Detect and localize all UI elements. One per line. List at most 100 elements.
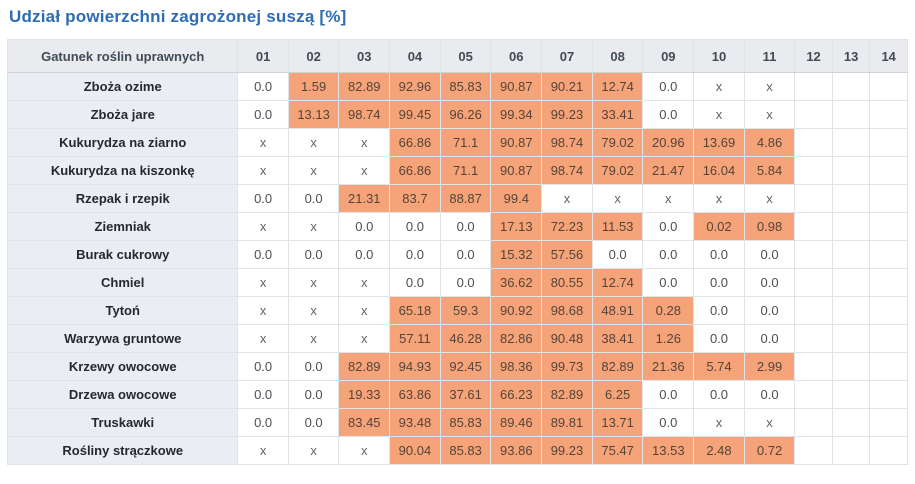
- value-cell: 0.0: [287, 380, 340, 409]
- value-cell: 82.89: [338, 72, 391, 101]
- value-cell: [869, 324, 908, 353]
- value-cell: 4.86: [743, 128, 796, 157]
- row-label-zbo-a-ozime: Zboża ozime: [6, 72, 239, 101]
- value-cell: 0.0: [439, 240, 492, 269]
- value-cell: 13.53: [642, 436, 695, 465]
- value-cell: 0.0: [237, 100, 289, 129]
- column-header-period: 09: [642, 39, 695, 73]
- value-cell: 0.0: [287, 184, 340, 213]
- value-cell: 83.45: [338, 408, 391, 437]
- value-cell: [794, 408, 833, 437]
- row-label-drzewa-owocowe: Drzewa owocowe: [6, 380, 239, 409]
- value-cell: [831, 268, 871, 297]
- table-row: Rośliny strączkowe x x x 90.04 85.83 93.86 99.2…: [6, 436, 908, 465]
- value-cell: [831, 436, 871, 465]
- row-label-chmiel: Chmiel: [6, 268, 239, 297]
- value-cell: x: [287, 128, 340, 157]
- value-cell: [794, 212, 833, 241]
- drought-share-table: Gatunek roślin uprawnych 01 02 03 04 05 …: [6, 39, 908, 465]
- value-cell: 59.3: [439, 296, 492, 325]
- value-cell: 57.56: [541, 240, 593, 269]
- value-cell: 0.0: [389, 240, 441, 269]
- table-header-row: Gatunek roślin uprawnych 01 02 03 04 05 …: [6, 39, 908, 73]
- table-row: Kukurydza na kiszonkę x x x 66.86 71.1 90.87 98…: [6, 156, 908, 185]
- value-cell: 0.0: [743, 240, 796, 269]
- value-cell: [794, 240, 833, 269]
- column-header-period: 12: [794, 39, 833, 73]
- value-cell: x: [237, 212, 289, 241]
- value-cell: [869, 352, 908, 381]
- value-cell: 6.25: [591, 380, 644, 409]
- value-cell: 0.0: [338, 240, 391, 269]
- value-cell: 21.47: [642, 156, 695, 185]
- value-cell: 13.69: [693, 128, 745, 157]
- value-cell: 85.83: [439, 436, 492, 465]
- value-cell: x: [287, 156, 340, 185]
- value-cell: x: [287, 268, 340, 297]
- value-cell: 2.48: [693, 436, 745, 465]
- value-cell: 71.1: [439, 156, 492, 185]
- table-row: Warzywa gruntowe x x x 57.11 46.28 82.86 90.48 3…: [6, 324, 908, 353]
- value-cell: 85.83: [439, 408, 492, 437]
- value-cell: 98.74: [541, 156, 593, 185]
- value-cell: [831, 240, 871, 269]
- value-cell: x: [237, 436, 289, 465]
- column-header-species: Gatunek roślin uprawnych: [6, 39, 239, 73]
- value-cell: 82.89: [591, 352, 644, 381]
- page-title: Udział powierzchni zagrożonej suszą [%]: [9, 7, 347, 26]
- table-row: Chmiel x x x 0.0 0.0 36.62 80.55 12.74 0.0 0.0 0.0: [6, 268, 908, 297]
- value-cell: 0.0: [389, 268, 441, 297]
- value-cell: 0.0: [743, 380, 796, 409]
- value-cell: 0.28: [642, 296, 695, 325]
- value-cell: x: [743, 408, 796, 437]
- value-cell: 90.48: [541, 324, 593, 353]
- value-cell: 0.98: [743, 212, 796, 241]
- value-cell: 0.0: [642, 380, 695, 409]
- value-cell: 90.87: [490, 72, 543, 101]
- value-cell: 88.87: [439, 184, 492, 213]
- value-cell: [794, 352, 833, 381]
- column-header-period: 10: [693, 39, 745, 73]
- value-cell: 0.0: [287, 408, 340, 437]
- value-cell: x: [693, 100, 745, 129]
- value-cell: 0.72: [743, 436, 796, 465]
- value-cell: [831, 324, 871, 353]
- value-cell: 99.73: [541, 352, 593, 381]
- value-cell: 15.32: [490, 240, 543, 269]
- value-cell: 92.45: [439, 352, 492, 381]
- value-cell: 66.86: [389, 156, 441, 185]
- value-cell: 0.02: [693, 212, 745, 241]
- drought-report-page: Udział powierzchni zagrożonej suszą [%] …: [6, 7, 908, 465]
- value-cell: 99.45: [389, 100, 441, 129]
- value-cell: x: [338, 324, 391, 353]
- value-cell: [869, 184, 908, 213]
- table-row: Zboża ozime 0.0 1.59 82.89 92.96 85.83 90.87 90…: [6, 72, 908, 101]
- value-cell: 21.31: [338, 184, 391, 213]
- value-cell: 0.0: [237, 380, 289, 409]
- value-cell: 83.7: [389, 184, 441, 213]
- row-label-kukurydza-na-ziarno: Kukurydza na ziarno: [6, 128, 239, 157]
- value-cell: x: [237, 128, 289, 157]
- value-cell: x: [338, 296, 391, 325]
- value-cell: 75.47: [591, 436, 644, 465]
- value-cell: 98.74: [338, 100, 391, 129]
- value-cell: 72.23: [541, 212, 593, 241]
- value-cell: 0.0: [237, 184, 289, 213]
- value-cell: 92.96: [389, 72, 441, 101]
- table-row: Tytoń x x x 65.18 59.3 90.92 98.68 48.91 0.28 0.0 0…: [6, 296, 908, 325]
- value-cell: 0.0: [642, 72, 695, 101]
- value-cell: 94.93: [389, 352, 441, 381]
- value-cell: x: [237, 268, 289, 297]
- column-header-period: 07: [541, 39, 593, 73]
- value-cell: 80.55: [541, 268, 593, 297]
- value-cell: 90.87: [490, 128, 543, 157]
- value-cell: 99.4: [490, 184, 543, 213]
- value-cell: 93.86: [490, 436, 543, 465]
- value-cell: [794, 100, 833, 129]
- value-cell: 66.86: [389, 128, 441, 157]
- value-cell: 90.21: [541, 72, 593, 101]
- value-cell: 5.84: [743, 156, 796, 185]
- value-cell: 0.0: [439, 212, 492, 241]
- value-cell: [869, 268, 908, 297]
- column-header-period: 01: [237, 39, 289, 73]
